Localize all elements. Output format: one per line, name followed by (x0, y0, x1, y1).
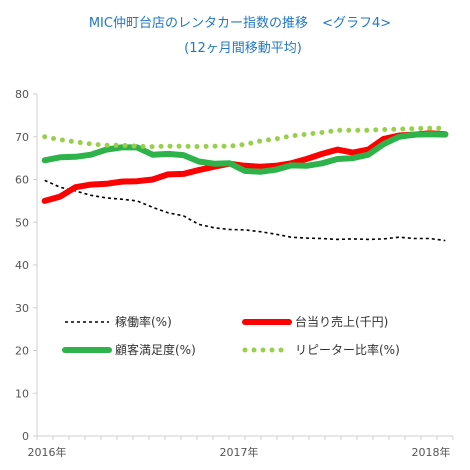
y-tick-label: 80 (15, 88, 29, 101)
chart-title-main: MIC仲町台店のレンタカー指数の推移 (89, 16, 308, 31)
legend-label-4: リピーター比率(%) (295, 342, 400, 357)
chart-title-tag: <グラフ4> (322, 16, 391, 31)
x-tick-label: 2016年 (28, 445, 67, 459)
y-tick-label: 50 (15, 216, 29, 229)
legend-label-1: 稼働率(%) (115, 314, 172, 329)
series-line-2 (41, 130, 449, 204)
y-tick-label: 70 (15, 131, 29, 144)
axes: 0 10 20 30 40 50 60 70 80 2016年 2017年 2018年 (15, 88, 454, 459)
chart-subtitle: (12ヶ月間移動平均) (184, 41, 302, 56)
y-tick-label: 10 (15, 387, 29, 400)
x-tick-label: 2018年 (412, 445, 451, 459)
y-tick-label: 0 (22, 430, 29, 443)
y-tick-label: 60 (15, 174, 29, 187)
chart-title: MIC仲町台店のレンタカー指数の推移 <グラフ4> (89, 16, 391, 31)
y-tick-label: 40 (15, 259, 29, 272)
x-tick-label: 2017年 (220, 445, 259, 459)
series-line-3 (41, 131, 449, 175)
y-tick-label: 30 (15, 302, 29, 315)
legend-label-3: 顧客満足度(%) (115, 342, 196, 357)
series-line-1 (44, 179, 446, 242)
plot-area (41, 125, 449, 242)
y-tick-label: 20 (15, 345, 29, 358)
legend: 稼働率(%) 台当り売上(千円) 顧客満足度(%) リピーター比率(%) (62, 314, 400, 357)
legend-label-2: 台当り売上(千円) (295, 314, 388, 329)
